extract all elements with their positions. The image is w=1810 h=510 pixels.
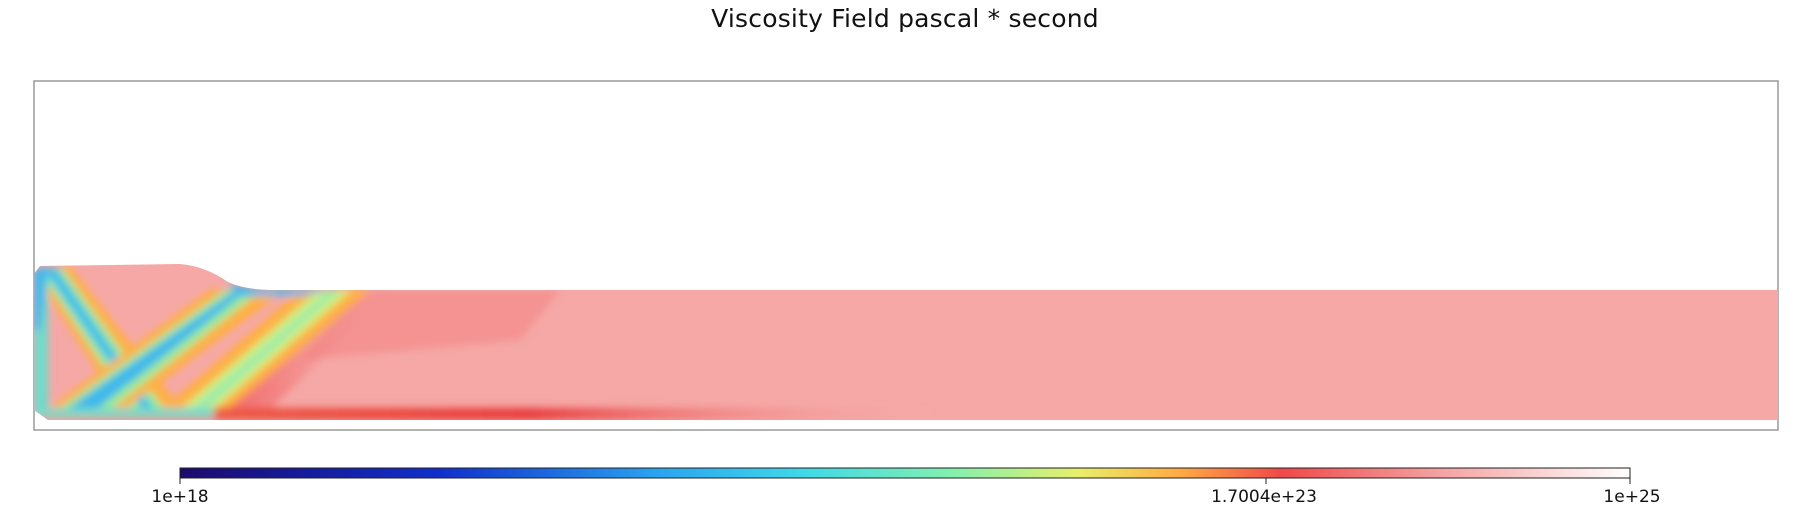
colorbar-label-mid: 1.7004e+23 <box>1211 487 1317 507</box>
colorbar <box>179 467 1631 479</box>
colorbar-label-max: 1e+25 <box>1603 487 1660 507</box>
chart-title: Viscosity Field pascal * second <box>711 4 1099 33</box>
field-band-3-core <box>178 290 340 420</box>
field-shear-zone-red-diffuse <box>300 290 560 360</box>
field-bottom-strip-left <box>34 408 214 418</box>
viscosity-field <box>34 264 1778 420</box>
field-band-2-core <box>60 290 248 416</box>
field-bottom-strip <box>34 408 934 420</box>
field-step-edge <box>228 282 330 296</box>
field-left-edge-top <box>34 268 48 330</box>
colorbar-label-min: 1e+18 <box>151 487 208 507</box>
